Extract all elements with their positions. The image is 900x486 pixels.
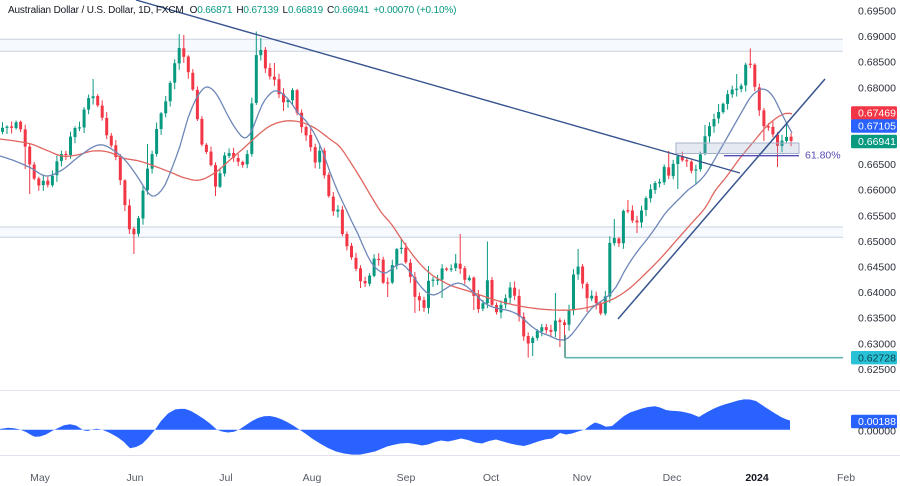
- svg-text:0.63000: 0.63000: [858, 338, 896, 350]
- svg-text:Nov: Nov: [573, 472, 592, 484]
- svg-text:May: May: [30, 472, 51, 484]
- svg-text:0.67105: 0.67105: [858, 121, 896, 133]
- svg-text:0.64500: 0.64500: [858, 262, 896, 274]
- svg-text:0.62728: 0.62728: [858, 352, 896, 364]
- svg-text:Jun: Jun: [127, 472, 144, 484]
- svg-text:0.00188: 0.00188: [858, 416, 896, 428]
- svg-text:Oct: Oct: [483, 472, 499, 484]
- svg-text:2024: 2024: [745, 472, 769, 484]
- svg-text:0.66000: 0.66000: [858, 185, 896, 197]
- svg-text:Australian Dollar / U.S. Dolla: Australian Dollar / U.S. Dollar, 1D, FXC…: [8, 5, 456, 16]
- svg-text:0.00000: 0.00000: [858, 425, 896, 437]
- svg-text:61.80%: 61.80%: [805, 150, 841, 162]
- svg-text:Feb: Feb: [837, 472, 855, 484]
- svg-text:0.63500: 0.63500: [858, 313, 896, 325]
- svg-text:0.67469: 0.67469: [858, 108, 896, 120]
- svg-text:0.62500: 0.62500: [858, 364, 896, 376]
- svg-text:0.65000: 0.65000: [858, 236, 896, 248]
- svg-text:Aug: Aug: [303, 472, 322, 484]
- svg-text:0.66941: 0.66941: [858, 136, 896, 148]
- svg-text:0.69000: 0.69000: [858, 31, 896, 43]
- svg-text:0.64000: 0.64000: [858, 287, 896, 299]
- svg-text:Jul: Jul: [219, 472, 232, 484]
- svg-text:0.68500: 0.68500: [858, 57, 896, 69]
- svg-text:0.68000: 0.68000: [858, 82, 896, 94]
- svg-text:0.66500: 0.66500: [858, 159, 896, 171]
- svg-text:Sep: Sep: [397, 472, 416, 484]
- svg-text:Dec: Dec: [663, 472, 682, 484]
- svg-text:0.65500: 0.65500: [858, 210, 896, 222]
- svg-text:0.69500: 0.69500: [858, 6, 896, 18]
